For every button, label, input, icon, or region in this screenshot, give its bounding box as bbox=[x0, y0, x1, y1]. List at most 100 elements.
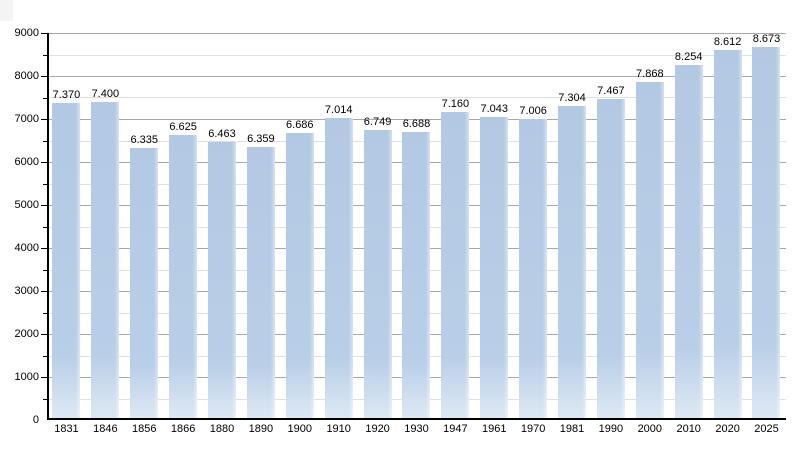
x-axis-tick-label-1990: 1990 bbox=[598, 423, 624, 435]
bar-value-label: 8.254 bbox=[674, 51, 703, 64]
bar-1970 bbox=[519, 118, 548, 420]
bar-slot-1970: 7.006 bbox=[514, 33, 553, 420]
bar-slot-1930: 6.688 bbox=[397, 33, 436, 420]
bar-value-label: 7.304 bbox=[558, 91, 586, 104]
bars-layer: 7.370 7.400 6.335 6.625 6.463 6.359 6.686 7.014… bbox=[47, 33, 786, 420]
y-major-tick bbox=[41, 33, 47, 34]
y-minor-tick bbox=[43, 55, 47, 56]
bar-value-label: 7.467 bbox=[597, 84, 625, 97]
x-axis-tick-label-1910: 1910 bbox=[326, 423, 351, 435]
bar-slot-1856: 6.335 bbox=[125, 33, 164, 420]
y-major-tick bbox=[41, 76, 47, 77]
bar-value-label: 6.688 bbox=[402, 118, 431, 131]
bar-slot-1947: 7.160 bbox=[436, 33, 475, 420]
bar-1880 bbox=[208, 142, 236, 420]
minor-gridline bbox=[47, 97, 786, 99]
x-axis-tick-label-2025: 2025 bbox=[754, 423, 779, 435]
y-axis-tick-label: 9000 bbox=[14, 27, 39, 39]
y-axis-tick-label: 5000 bbox=[14, 199, 39, 211]
y-minor-tick bbox=[43, 184, 47, 185]
x-axis-tick-label-2000: 2000 bbox=[637, 423, 663, 435]
bar-1856 bbox=[130, 147, 159, 420]
y-axis-tick-label: 8000 bbox=[14, 70, 39, 82]
y-axis-tick-label: 4000 bbox=[14, 242, 39, 254]
y-axis-line bbox=[47, 33, 49, 420]
bar-1990 bbox=[596, 98, 625, 420]
major-gridline bbox=[47, 119, 786, 120]
x-axis-tick-label-1856: 1856 bbox=[131, 423, 157, 435]
x-axis-tick-label-1930: 1930 bbox=[404, 423, 429, 435]
bar-2025 bbox=[752, 47, 781, 420]
bar-1920 bbox=[363, 129, 392, 420]
bar-value-label: 7.868 bbox=[636, 67, 664, 80]
bar-value-label: 8.673 bbox=[752, 33, 781, 46]
bar-value-label: 6.463 bbox=[208, 128, 236, 141]
x-axis-tick-label-1846: 1846 bbox=[93, 423, 118, 435]
bar-1981 bbox=[558, 105, 587, 420]
y-major-tick bbox=[41, 291, 47, 292]
bar-1831 bbox=[52, 103, 81, 420]
bar-slot-1920: 6.749 bbox=[358, 33, 397, 420]
bar-slot-1866: 6.625 bbox=[164, 33, 203, 420]
x-axis-tick-label-1961: 1961 bbox=[482, 423, 507, 435]
x-axis-line bbox=[47, 418, 786, 420]
plot-area: 7.370 7.400 6.335 6.625 6.463 6.359 6.686 7.014… bbox=[47, 33, 786, 420]
bar-1900 bbox=[285, 132, 314, 420]
x-axis-tick-label-1866: 1866 bbox=[170, 423, 196, 435]
y-axis-tick-label: 0 bbox=[32, 414, 39, 426]
bar-1947 bbox=[441, 112, 470, 420]
y-axis-tick-label: 1000 bbox=[14, 371, 39, 383]
bar-value-label: 6.686 bbox=[286, 118, 314, 131]
bar-value-label: 6.359 bbox=[247, 132, 275, 145]
bar-slot-1981: 7.304 bbox=[553, 33, 592, 420]
bar-slot-1880: 6.463 bbox=[203, 33, 242, 420]
bar-slot-1990: 7.467 bbox=[591, 33, 630, 420]
bar-slot-1890: 6.359 bbox=[241, 33, 280, 420]
bar-value-label: 6.335 bbox=[130, 133, 158, 146]
y-axis-tick-label: 3000 bbox=[14, 285, 39, 297]
y-major-tick bbox=[41, 119, 47, 120]
bar-2000 bbox=[635, 81, 664, 420]
y-major-tick bbox=[41, 377, 47, 378]
y-minor-tick bbox=[43, 270, 47, 271]
y-minor-tick bbox=[43, 227, 47, 228]
x-axis-tick-label-1920: 1920 bbox=[365, 423, 390, 435]
bar-slot-1961: 7.043 bbox=[475, 33, 514, 420]
bar-slot-2025: 8.673 bbox=[747, 33, 786, 420]
bar-1930 bbox=[402, 132, 431, 420]
bar-2010 bbox=[674, 65, 703, 420]
bar-slot-2010: 8.254 bbox=[669, 33, 708, 420]
y-axis-tick-label: 6000 bbox=[14, 156, 39, 168]
bar-value-label: 7.043 bbox=[480, 103, 508, 116]
bar-1890 bbox=[246, 146, 275, 420]
bar-slot-2000: 7.868 bbox=[630, 33, 669, 420]
y-minor-tick bbox=[43, 356, 47, 357]
bar-slot-1846: 7.400 bbox=[86, 33, 125, 420]
x-axis-labels: 1831 1846 1856 1866 1880 1890 1900 1910 1920 1930… bbox=[47, 423, 786, 435]
bar-value-label: 8.612 bbox=[713, 35, 742, 48]
x-axis-tick-label-1981: 1981 bbox=[559, 423, 585, 435]
corner-artifact bbox=[0, 0, 13, 21]
y-major-tick bbox=[41, 205, 47, 206]
x-axis-tick-label-1900: 1900 bbox=[287, 423, 313, 435]
bar-value-label: 6.625 bbox=[169, 121, 197, 134]
bar-1910 bbox=[324, 118, 353, 420]
bar-1846 bbox=[91, 101, 120, 420]
x-axis-tick-label-1831: 1831 bbox=[54, 423, 79, 435]
y-major-tick bbox=[41, 162, 47, 163]
bar-slot-1910: 7.014 bbox=[319, 33, 358, 420]
y-minor-tick bbox=[43, 141, 47, 142]
bar-value-label: 7.160 bbox=[441, 98, 470, 111]
bar-value-label: 7.006 bbox=[519, 104, 547, 117]
bar-1961 bbox=[480, 117, 509, 420]
bar-slot-1900: 6.686 bbox=[280, 33, 319, 420]
y-axis-tick-label: 7000 bbox=[14, 113, 39, 125]
x-axis-tick-label-2010: 2010 bbox=[676, 423, 701, 435]
y-major-tick bbox=[41, 248, 47, 249]
x-axis-tick-label-1970: 1970 bbox=[520, 423, 546, 435]
y-minor-tick bbox=[43, 399, 47, 400]
y-minor-tick bbox=[43, 313, 47, 314]
bar-slot-2020: 8.612 bbox=[708, 33, 747, 420]
bar-value-label: 7.014 bbox=[324, 104, 353, 117]
x-axis-tick-label-1890: 1890 bbox=[248, 423, 274, 435]
